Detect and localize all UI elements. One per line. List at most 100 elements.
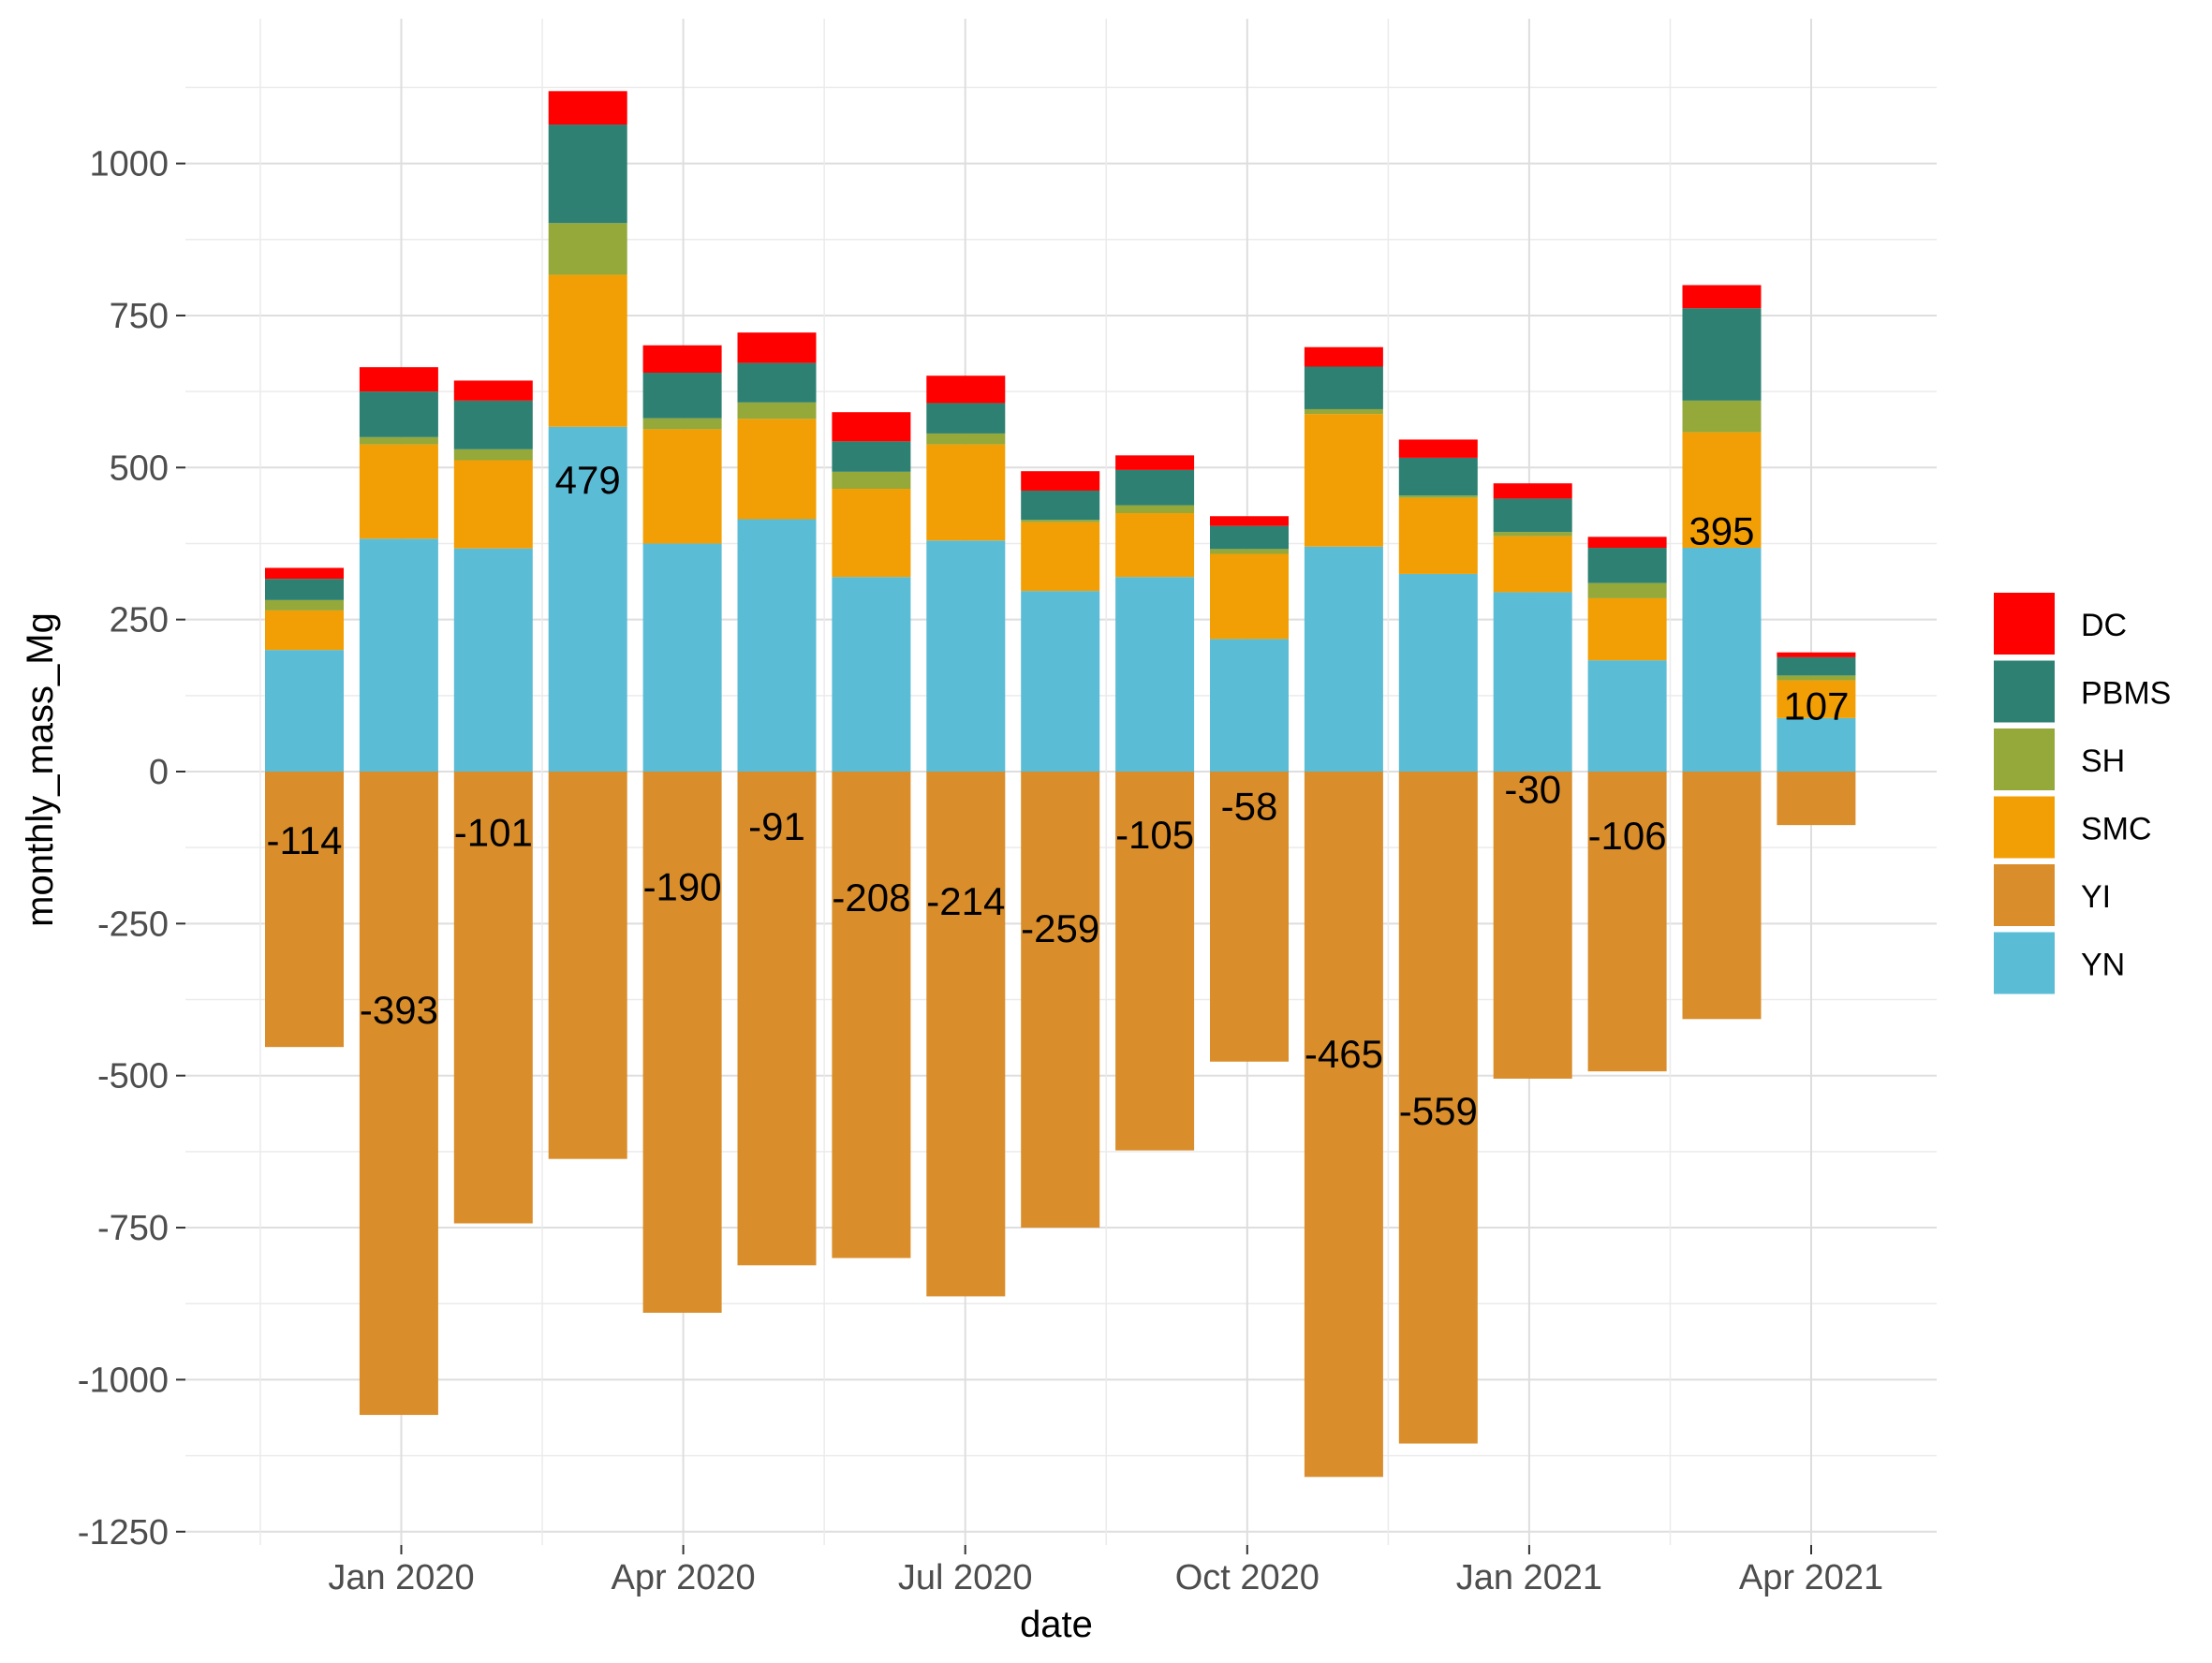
legend-key-pbms — [1994, 660, 2055, 723]
y-tick-label: 500 — [110, 449, 169, 488]
bar-yi-2020-07 — [1021, 772, 1100, 1229]
bar-yn-2020-06 — [926, 540, 1006, 772]
bar-value-label: 107 — [1783, 684, 1849, 728]
bar-smc-2020-05 — [832, 489, 911, 578]
bar-dc-2020-08 — [1115, 455, 1195, 470]
bar-dc-2020-01 — [453, 380, 533, 401]
bar-dc-2020-06 — [926, 375, 1006, 404]
bar-sh-2020-03 — [642, 418, 722, 430]
bar-yi-2020-10 — [1304, 772, 1383, 1478]
bar-smc-2019-11 — [265, 610, 344, 651]
bar-pbms-2020-10 — [1304, 366, 1383, 409]
bar-pbms-2020-11 — [1398, 457, 1478, 496]
bar-value-label: -30 — [1504, 767, 1561, 811]
bar-smc-2020-10 — [1304, 414, 1383, 547]
bar-yn-2020-08 — [1115, 577, 1195, 772]
bar-yn-2020-03 — [642, 543, 722, 772]
bar-value-label: -465 — [1305, 1032, 1383, 1076]
x-tick-label: Jan 2021 — [1456, 1558, 1602, 1597]
y-tick-label: -1000 — [78, 1361, 169, 1400]
bar-dc-2021-02 — [1682, 285, 1762, 309]
bar-pbms-2020-05 — [832, 441, 911, 472]
bar-pbms-2019-11 — [265, 579, 344, 600]
bar-pbms-2020-12 — [1493, 498, 1572, 533]
bar-value-label: -114 — [267, 818, 343, 862]
bar-sh-2019-12 — [359, 436, 438, 445]
bar-pbms-2021-02 — [1682, 308, 1762, 401]
bar-value-label: -91 — [748, 804, 805, 848]
bar-pbms-2020-09 — [1210, 525, 1289, 550]
y-tick-label: -250 — [97, 905, 169, 944]
bar-yi-2020-12 — [1493, 772, 1572, 1079]
bar-sh-2021-01 — [1587, 582, 1667, 598]
bar-sh-2020-04 — [737, 402, 817, 419]
bar-yn-2020-02 — [548, 426, 627, 772]
bar-yn-2020-07 — [1021, 591, 1100, 772]
bar-smc-2021-02 — [1682, 432, 1762, 549]
bar-smc-2020-12 — [1493, 536, 1572, 593]
bar-dc-2020-09 — [1210, 516, 1289, 526]
bar-value-label: 395 — [1688, 508, 1754, 552]
legend-label-smc: SMC — [2081, 812, 2152, 847]
bar-yi-2020-11 — [1398, 772, 1478, 1444]
bar-value-label: -214 — [926, 879, 1005, 923]
bar-pbms-2021-03 — [1777, 656, 1856, 676]
y-axis-title: monthly_mass_Mg — [20, 612, 61, 927]
y-tick-label: -500 — [97, 1057, 169, 1096]
bar-value-label: -58 — [1221, 785, 1278, 829]
bar-pbms-2020-08 — [1115, 469, 1195, 506]
bar-smc-2021-03 — [1777, 680, 1856, 718]
x-tick-label: Oct 2020 — [1175, 1558, 1320, 1597]
bar-dc-2020-10 — [1304, 346, 1383, 367]
bar-value-label: -106 — [1588, 814, 1667, 858]
bar-yn-2020-11 — [1398, 573, 1478, 772]
bar-yi-2020-06 — [926, 772, 1006, 1297]
bar-dc-2021-01 — [1587, 537, 1667, 549]
bar-yn-2020-04 — [737, 519, 817, 772]
y-tick-label: -1250 — [78, 1513, 169, 1553]
bar-smc-2020-08 — [1115, 513, 1195, 578]
bar-sh-2020-07 — [1021, 520, 1100, 522]
legend: DC PBMS SH SMC YI YN — [1994, 593, 2171, 994]
y-tick-label: 750 — [110, 297, 169, 336]
bar-yn-2020-10 — [1304, 546, 1383, 772]
bar-dc-2021-03 — [1777, 652, 1856, 657]
bar-yn-2020-12 — [1493, 592, 1572, 772]
x-axis-title: date — [1020, 1604, 1093, 1645]
bar-dc-2019-12 — [359, 367, 438, 392]
bar-sh-2020-10 — [1304, 408, 1383, 415]
bar-yi-2020-03 — [642, 772, 722, 1313]
legend-key-sh — [1994, 728, 2055, 790]
bar-smc-2020-09 — [1210, 553, 1289, 640]
bar-sh-2020-11 — [1398, 495, 1478, 498]
bar-value-label: -208 — [832, 876, 910, 920]
bar-yi-2020-01 — [453, 772, 533, 1224]
bar-labels: -114 -393 -101 479 -190 -91 -208 -214 -259 -105 -5… — [267, 458, 1850, 1133]
bar-yn-2019-12 — [359, 538, 438, 772]
bar-yi-2019-12 — [359, 772, 438, 1416]
bar-dc-2020-04 — [737, 332, 817, 363]
bar-yi-2020-08 — [1115, 772, 1195, 1151]
x-tick-label: Apr 2020 — [611, 1558, 755, 1597]
bar-pbms-2020-01 — [453, 400, 533, 449]
legend-key-yn — [1994, 932, 2055, 994]
bar-yi-2021-02 — [1682, 772, 1762, 1020]
bar-yn-2021-02 — [1682, 548, 1762, 772]
y-tick-label: 250 — [110, 601, 169, 640]
bar-sh-2020-09 — [1210, 549, 1289, 554]
bar-value-label: -101 — [454, 811, 533, 855]
bar-sh-2020-06 — [926, 433, 1006, 445]
bar-pbms-2020-02 — [548, 125, 627, 224]
bar-smc-2020-07 — [1021, 522, 1100, 592]
bar-dc-2020-12 — [1493, 483, 1572, 499]
bar-yn-2021-03 — [1777, 717, 1856, 772]
bar-smc-2020-06 — [926, 444, 1006, 541]
bar-value-label: -105 — [1115, 813, 1194, 857]
bar-sh-2020-12 — [1493, 532, 1572, 537]
y-tick-label: 1000 — [89, 145, 169, 184]
bar-yi-2020-05 — [832, 772, 911, 1258]
bar-sh-2021-02 — [1682, 400, 1762, 433]
bar-sh-2020-01 — [453, 449, 533, 461]
